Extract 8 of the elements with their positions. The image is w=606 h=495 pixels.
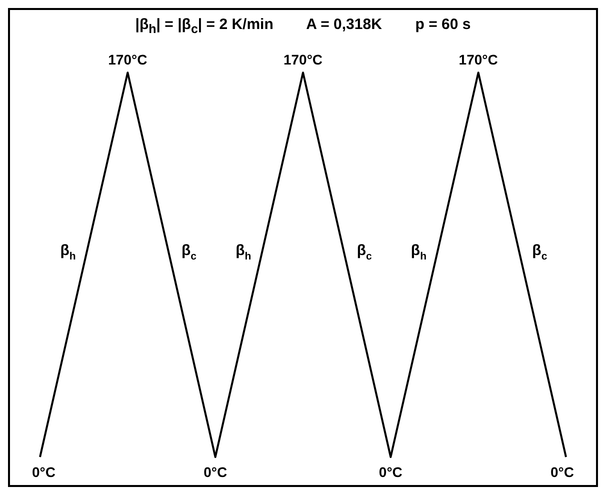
data-label: 170°C [283, 52, 323, 68]
data-label: 0°C [204, 464, 228, 480]
data-label: 170°C [108, 52, 148, 68]
chart-title: |β$_{h}$| = |β$_{c}$| = 2 K/min A = 0,318K p = 60 s [134, 16, 472, 36]
data-label: 0°C [550, 464, 574, 480]
data-label: 0°C [378, 464, 402, 480]
data-label: 170°C [458, 52, 498, 68]
data-label: 0°C [32, 464, 56, 480]
